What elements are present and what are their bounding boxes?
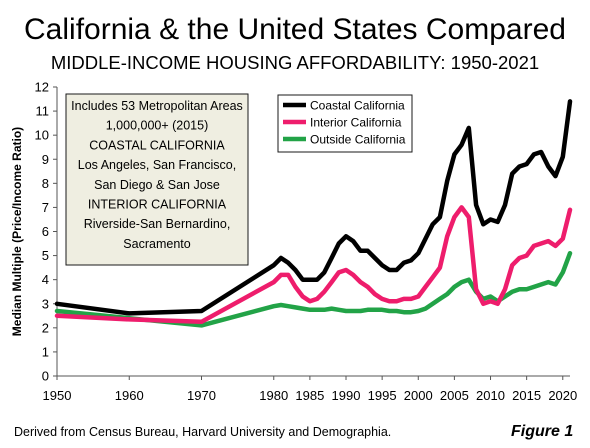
- y-tick-label: 4: [42, 272, 49, 287]
- y-tick-label: 6: [42, 224, 49, 239]
- x-tick-label: 1995: [368, 388, 397, 403]
- chart-title: California & the United States Compared: [24, 13, 566, 46]
- legend-label: Outside California: [310, 133, 406, 147]
- note-line: Los Angeles, San Francisco,: [78, 158, 236, 172]
- series-line-outside-california: [54, 250, 573, 328]
- legend-label: Interior California: [310, 116, 402, 130]
- legend-label: Coastal California: [310, 99, 405, 113]
- legend: Coastal California Interior California Out…: [277, 94, 413, 153]
- y-tick-label: 11: [36, 104, 50, 119]
- y-axis-label: Median Multiple (Price/Income Ratio): [10, 127, 24, 336]
- x-tick-label: 1950: [43, 388, 72, 403]
- source-note: Derived from Census Bureau, Harvard Univ…: [14, 425, 392, 439]
- x-tick-label: 1960: [115, 388, 144, 403]
- figure-label: Figure 1: [511, 423, 574, 440]
- note-line: Sacramento: [123, 237, 190, 251]
- y-tick-label: 1: [42, 344, 49, 359]
- y-tick-label: 10: [35, 128, 49, 143]
- x-tick-label: 2020: [548, 388, 577, 403]
- y-tick-label: 7: [42, 200, 49, 215]
- y-tick-label: 0: [42, 369, 49, 384]
- note-box-frame: [65, 93, 249, 266]
- x-tick-label: 1970: [187, 388, 216, 403]
- y-tick-label: 9: [42, 152, 49, 167]
- y-tick-label: 2: [42, 320, 49, 335]
- y-tick-label: 8: [42, 176, 49, 191]
- note-line: INTERIOR CALIFORNIA: [88, 198, 227, 212]
- x-tick-label: 1985: [295, 388, 324, 403]
- x-tick-label: 2000: [404, 388, 433, 403]
- note-line: COASTAL CALIFORNIA: [89, 138, 225, 152]
- chart-subtitle: MIDDLE-INCOME HOUSING AFFORDABILITY: 195…: [50, 52, 540, 73]
- chart-series: [54, 99, 573, 328]
- note-box: Includes 53 Metropolitan Areas 1,000,000+…: [65, 93, 249, 266]
- x-tick-label: 2010: [476, 388, 505, 403]
- note-line: 1,000,000+ (2015): [106, 119, 209, 133]
- note-line: San Diego & San Jose: [94, 178, 220, 192]
- note-line: Riverside-San Bernardino,: [84, 217, 231, 231]
- note-line: Includes 53 Metropolitan Areas: [71, 99, 243, 113]
- y-tick-label: 12: [35, 80, 49, 95]
- x-tick-label: 1980: [259, 388, 288, 403]
- series-line-coastal-california: [54, 99, 573, 316]
- x-tick-label: 1990: [332, 388, 361, 403]
- series-line-interior-california: [54, 205, 573, 325]
- x-tick-label: 2015: [512, 388, 541, 403]
- x-tick-label: 2005: [440, 388, 469, 403]
- y-tick-label: 3: [42, 296, 49, 311]
- y-tick-label: 5: [42, 248, 49, 263]
